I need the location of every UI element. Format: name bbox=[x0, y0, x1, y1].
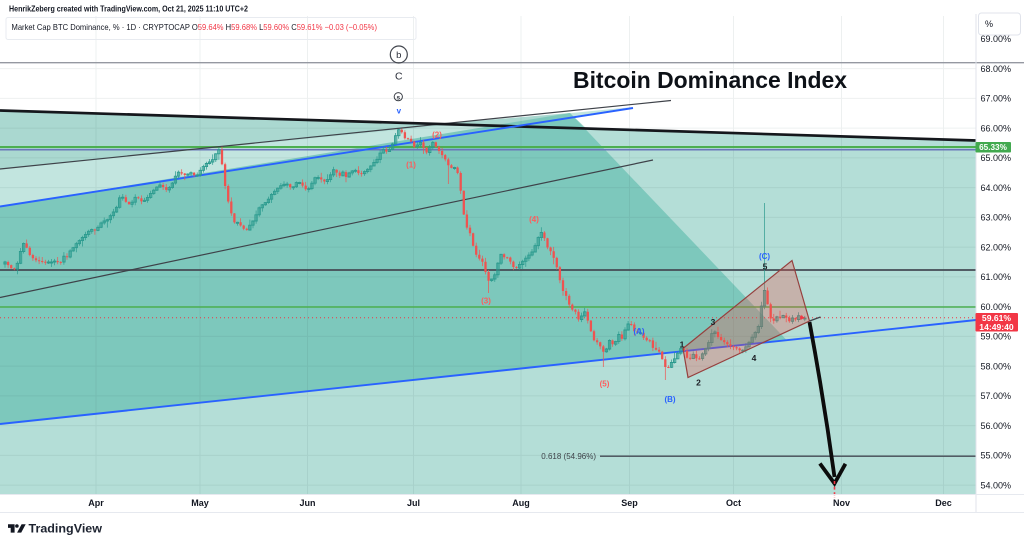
svg-text:54.00%: 54.00% bbox=[981, 480, 1012, 490]
svg-text:57.00%: 57.00% bbox=[981, 391, 1012, 401]
svg-text:65.33%: 65.33% bbox=[979, 143, 1007, 152]
svg-text:3: 3 bbox=[711, 317, 716, 327]
svg-text:(B): (B) bbox=[664, 395, 675, 404]
svg-text:69.00%: 69.00% bbox=[981, 34, 1012, 44]
svg-text:14:49:40: 14:49:40 bbox=[979, 322, 1014, 332]
svg-text:TradingView: TradingView bbox=[29, 521, 103, 535]
svg-text:2: 2 bbox=[696, 378, 701, 388]
svg-text:59.00%: 59.00% bbox=[981, 332, 1012, 342]
svg-text:b: b bbox=[396, 50, 401, 61]
svg-text:5: 5 bbox=[763, 262, 768, 272]
svg-text:(5): (5) bbox=[600, 380, 610, 389]
svg-text:1: 1 bbox=[680, 340, 685, 350]
svg-text:s: s bbox=[396, 94, 400, 101]
svg-text:Apr: Apr bbox=[88, 498, 104, 508]
svg-text:55.00%: 55.00% bbox=[981, 451, 1012, 461]
svg-text:Aug: Aug bbox=[512, 498, 530, 508]
svg-text:(1): (1) bbox=[406, 161, 416, 170]
svg-text:Dec: Dec bbox=[935, 498, 952, 508]
svg-text:Jul: Jul bbox=[407, 498, 420, 508]
svg-text:Sep: Sep bbox=[621, 498, 638, 508]
svg-text:Jun: Jun bbox=[299, 498, 315, 508]
svg-text:v: v bbox=[397, 107, 402, 116]
svg-text:60.00%: 60.00% bbox=[981, 302, 1012, 312]
svg-text:(2): (2) bbox=[432, 131, 442, 140]
svg-text:%: % bbox=[985, 19, 993, 29]
svg-text:Nov: Nov bbox=[833, 498, 850, 508]
svg-text:(A): (A) bbox=[633, 327, 644, 336]
svg-text:61.00%: 61.00% bbox=[981, 272, 1012, 282]
svg-text:(3): (3) bbox=[481, 297, 491, 306]
svg-text:56.00%: 56.00% bbox=[981, 421, 1012, 431]
svg-text:Oct: Oct bbox=[726, 498, 741, 508]
svg-text:(4): (4) bbox=[529, 215, 539, 224]
svg-text:58.00%: 58.00% bbox=[981, 361, 1012, 371]
svg-text:C: C bbox=[395, 71, 403, 83]
svg-text:63.00%: 63.00% bbox=[981, 213, 1012, 223]
svg-text:65.00%: 65.00% bbox=[981, 153, 1012, 163]
svg-text:68.00%: 68.00% bbox=[981, 64, 1012, 74]
svg-text:Bitcoin Dominance Index: Bitcoin Dominance Index bbox=[573, 67, 847, 93]
svg-text:67.00%: 67.00% bbox=[981, 94, 1012, 104]
svg-text:59.61%: 59.61% bbox=[982, 313, 1012, 323]
svg-text:4: 4 bbox=[752, 353, 757, 363]
svg-text:Market Cap BTC Dominance, % ·: Market Cap BTC Dominance, % · 1D · CRYPT… bbox=[12, 22, 378, 32]
svg-text:64.00%: 64.00% bbox=[981, 183, 1012, 193]
svg-text:0.618 (54.96%): 0.618 (54.96%) bbox=[541, 452, 596, 461]
svg-text:62.00%: 62.00% bbox=[981, 242, 1012, 252]
svg-text:HenrikZeberg created with Trad: HenrikZeberg created with TradingView.co… bbox=[9, 5, 248, 14]
svg-text:66.00%: 66.00% bbox=[981, 123, 1012, 133]
svg-text:(C): (C) bbox=[759, 252, 770, 261]
svg-text:May: May bbox=[191, 498, 209, 508]
